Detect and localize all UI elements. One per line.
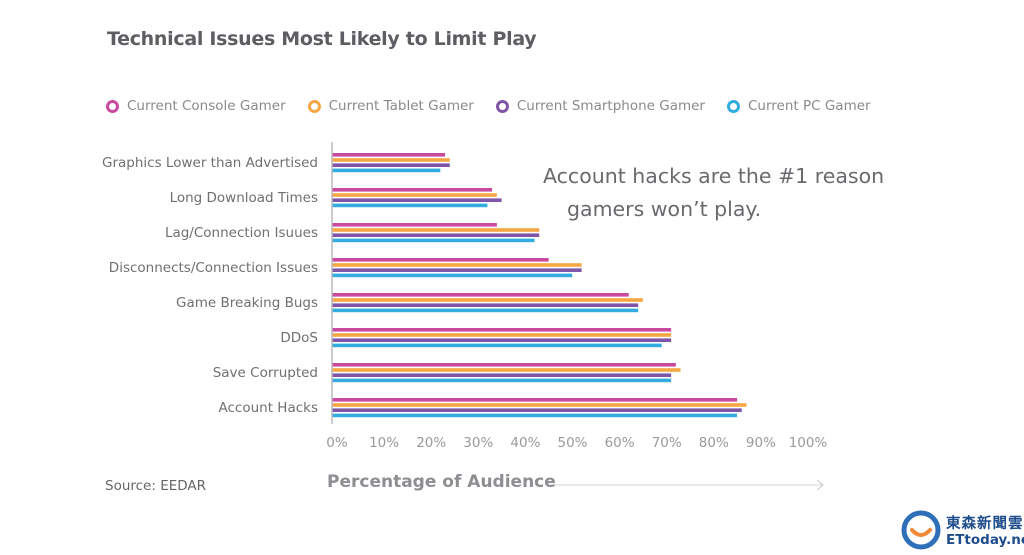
y-axis-labels: Graphics Lower than Advertised Long Downl… bbox=[102, 155, 318, 416]
legend-item-smartphone: Current Smartphone Gamer bbox=[495, 98, 705, 114]
source-note: Source: EEDAR bbox=[105, 478, 207, 494]
bar-save-corrupted-current-pc-gamer bbox=[332, 378, 672, 383]
bar-game-breaking-bugs-current-smartphone-gamer bbox=[332, 303, 639, 307]
x-tick-label: 20% bbox=[416, 435, 446, 451]
x-axis-arrow bbox=[548, 479, 824, 491]
legend-label: Current Tablet Gamer bbox=[328, 98, 474, 114]
bar-account-hacks-current-console-gamer bbox=[332, 398, 738, 402]
x-tick-label: 0% bbox=[326, 435, 348, 451]
bar-graphics-lower-than-advertised-current-smartphone-gamer bbox=[332, 163, 450, 167]
x-tick-label: 10% bbox=[369, 435, 399, 451]
x-axis-ticks: 0% 10% 20% 30% 40% 50% 60% 70% 80% 90% 100% bbox=[326, 435, 827, 451]
annotation-line-1: Account hacks are the #1 reason bbox=[543, 164, 885, 188]
x-tick-label: 40% bbox=[510, 435, 540, 451]
x-tick-label: 90% bbox=[746, 435, 776, 451]
annotation: Account hacks are the #1 reason gamers w… bbox=[543, 160, 884, 226]
bar-ddos-current-tablet-gamer bbox=[332, 333, 672, 337]
annotation-line-2: gamers won’t play. bbox=[567, 197, 762, 221]
x-tick-label: 100% bbox=[789, 435, 828, 451]
legend: Current Console Gamer Current Tablet Gam… bbox=[106, 98, 893, 114]
x-tick-label: 80% bbox=[699, 435, 729, 451]
legend-marker-smartphone-icon bbox=[495, 99, 509, 113]
bar-disconnects-connection-issues-current-pc-gamer bbox=[332, 273, 573, 278]
bar-graphics-lower-than-advertised-current-pc-gamer bbox=[332, 168, 441, 173]
bar-graphics-lower-than-advertised-current-console-gamer bbox=[332, 153, 446, 157]
category-label: Account Hacks bbox=[219, 400, 319, 416]
bar-account-hacks-current-smartphone-gamer bbox=[332, 408, 742, 412]
category-label: Lag/Connection Isuues bbox=[165, 225, 318, 241]
bar-lag-connection-isuues-current-smartphone-gamer bbox=[332, 233, 540, 237]
bar-save-corrupted-current-console-gamer bbox=[332, 363, 676, 367]
x-tick-label: 60% bbox=[605, 435, 635, 451]
bar-ddos-current-smartphone-gamer bbox=[332, 338, 672, 342]
bar-lag-connection-isuues-current-console-gamer bbox=[332, 223, 497, 227]
bar-account-hacks-current-pc-gamer bbox=[332, 413, 738, 418]
legend-marker-console-icon bbox=[106, 99, 119, 113]
bar-disconnects-connection-issues-current-tablet-gamer bbox=[332, 263, 582, 267]
bar-long-download-times-current-smartphone-gamer bbox=[332, 198, 502, 202]
bar-save-corrupted-current-tablet-gamer bbox=[332, 368, 681, 372]
chart-title: Technical Issues Most Likely to Limit Pl… bbox=[107, 28, 537, 50]
category-label: Save Corrupted bbox=[213, 365, 318, 381]
bar-save-corrupted-current-smartphone-gamer bbox=[332, 373, 672, 377]
bar-graphics-lower-than-advertised-current-tablet-gamer bbox=[332, 158, 450, 162]
legend-marker-tablet-icon bbox=[307, 99, 321, 113]
bar-long-download-times-current-pc-gamer bbox=[332, 203, 488, 208]
arrow-right-icon bbox=[816, 479, 824, 491]
bar-account-hacks-current-tablet-gamer bbox=[332, 403, 747, 407]
legend-label: Current PC Gamer bbox=[747, 98, 871, 114]
legend-item-pc: Current PC Gamer bbox=[726, 98, 871, 114]
legend-label: Current Smartphone Gamer bbox=[516, 98, 705, 114]
category-label: DDoS bbox=[280, 330, 318, 346]
bars bbox=[332, 153, 747, 418]
watermark-name-en: ETtoday.net bbox=[946, 532, 1024, 548]
legend-marker-pc-icon bbox=[726, 99, 740, 113]
bar-lag-connection-isuues-current-tablet-gamer bbox=[332, 228, 540, 232]
watermark-name-cn: 東森新聞雲 bbox=[946, 516, 1024, 532]
x-axis-title: Percentage of Audience bbox=[327, 472, 556, 492]
legend-item-console: Current Console Gamer bbox=[106, 98, 286, 114]
legend-label: Current Console Gamer bbox=[127, 98, 286, 114]
bar-ddos-current-pc-gamer bbox=[332, 343, 662, 348]
bar-game-breaking-bugs-current-pc-gamer bbox=[332, 308, 639, 313]
ettoday-logo-icon bbox=[901, 510, 941, 550]
bar-long-download-times-current-tablet-gamer bbox=[332, 193, 497, 197]
bar-lag-connection-isuues-current-pc-gamer bbox=[332, 238, 535, 243]
x-tick-label: 30% bbox=[463, 435, 493, 451]
legend-item-tablet: Current Tablet Gamer bbox=[307, 98, 474, 114]
category-label: Disconnects/Connection Issues bbox=[109, 260, 318, 276]
bar-ddos-current-console-gamer bbox=[332, 328, 672, 332]
bar-game-breaking-bugs-current-console-gamer bbox=[332, 293, 629, 297]
bar-disconnects-connection-issues-current-smartphone-gamer bbox=[332, 268, 582, 272]
bar-disconnects-connection-issues-current-console-gamer bbox=[332, 258, 549, 262]
category-label: Graphics Lower than Advertised bbox=[102, 155, 318, 171]
bar-long-download-times-current-console-gamer bbox=[332, 188, 493, 192]
x-tick-label: 70% bbox=[652, 435, 682, 451]
x-tick-label: 50% bbox=[557, 435, 587, 451]
watermark-logo: 東森新聞雲 ETtoday.net bbox=[900, 508, 1024, 554]
category-label: Game Breaking Bugs bbox=[176, 295, 318, 311]
category-label: Long Download Times bbox=[170, 190, 318, 206]
bar-game-breaking-bugs-current-tablet-gamer bbox=[332, 298, 643, 302]
